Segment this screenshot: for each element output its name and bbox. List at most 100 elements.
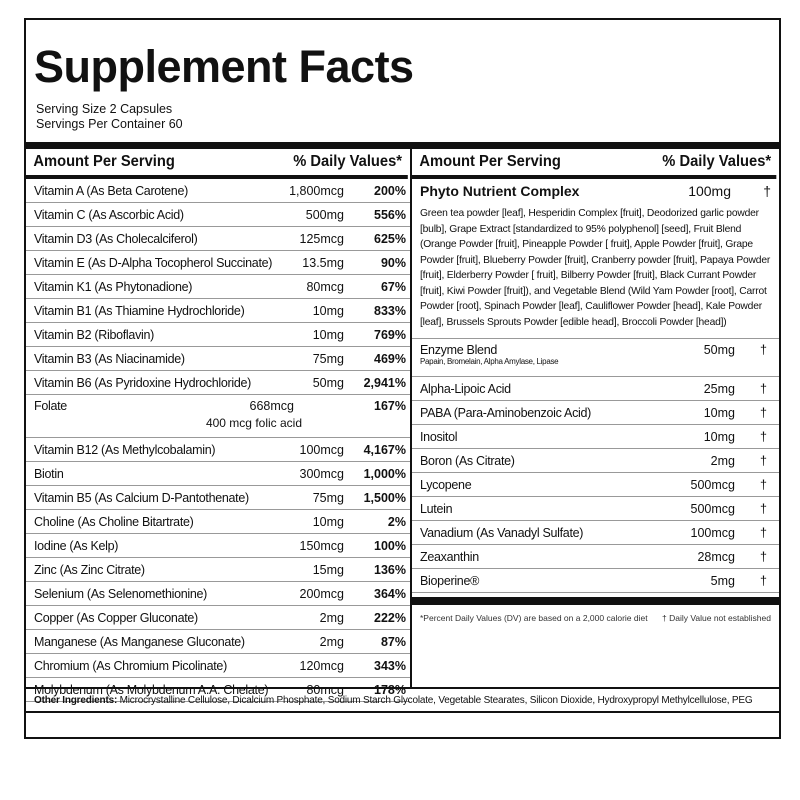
nutrient-row: Inositol 10mg † bbox=[412, 425, 779, 449]
nutrient-amount: 100mcg bbox=[690, 525, 735, 540]
nutrient-dv: † bbox=[763, 183, 771, 199]
enzyme-sub: Papain, Bromelain, Alpha Amylase, Lipase bbox=[420, 357, 559, 366]
nutrient-row: Alpha-Lipoic Acid 25mg † bbox=[412, 377, 779, 401]
nutrient-name: Enzyme Blend bbox=[420, 343, 497, 357]
nutrient-row: Vanadium (As Vanadyl Sulfate) 100mcg † bbox=[412, 521, 779, 545]
nutrient-row: Vitamin D3 (As Cholecalciferol) 125mcg 625… bbox=[26, 227, 410, 251]
nutrient-name: Vitamin B5 (As Calcium D-Pantothenate) bbox=[34, 490, 249, 505]
nutrient-dv: † bbox=[760, 405, 767, 420]
nutrient-name: Zinc (As Zinc Citrate) bbox=[34, 562, 145, 577]
nutrient-name: Zeaxanthin bbox=[420, 549, 479, 564]
nutrient-row: Copper (As Copper Gluconate) 2mg 222% bbox=[26, 606, 410, 630]
nutrient-row: Biotin 300mcg 1,000% bbox=[26, 462, 410, 486]
nutrient-row: Vitamin B3 (As Niacinamide) 75mg 469% bbox=[26, 347, 410, 371]
nutrient-amount: 28mcg bbox=[697, 549, 735, 564]
nutrient-dv: 4,167% bbox=[363, 442, 406, 457]
nutrient-name: Vitamin B3 (As Niacinamide) bbox=[34, 351, 185, 366]
nutrient-row: Zeaxanthin 28mcg † bbox=[412, 545, 779, 569]
nutrient-row: Vitamin C (As Ascorbic Acid) 500mg 556% bbox=[26, 203, 410, 227]
nutrient-amount: 10mg bbox=[312, 327, 344, 342]
nutrient-row: Vitamin K1 (As Phytonadione) 80mcg 67% bbox=[26, 275, 410, 299]
amount-header: Amount Per Serving bbox=[33, 153, 175, 170]
nutrient-name: Vitamin E (As D-Alpha Tocopherol Succina… bbox=[34, 255, 273, 270]
nutrient-dv: 167% bbox=[374, 399, 406, 413]
serving-info: Serving Size 2 Capsules Servings Per Con… bbox=[36, 102, 183, 132]
nutrient-name: Vitamin B2 (Riboflavin) bbox=[34, 327, 155, 342]
nutrient-name: Phyto Nutrient Complex bbox=[420, 183, 580, 199]
nutrient-amount: 2mg bbox=[710, 453, 735, 468]
nutrient-row: Lycopene 500mcg † bbox=[412, 473, 779, 497]
nutrient-name: Copper (As Copper Gluconate) bbox=[34, 610, 198, 625]
divider-bar bbox=[26, 142, 779, 149]
nutrient-dv: 90% bbox=[380, 255, 406, 270]
nutrient-amount: 500mcg bbox=[690, 501, 735, 516]
nutrient-dv: 833% bbox=[374, 303, 406, 318]
nutrient-amount: 13.5mg bbox=[302, 255, 344, 270]
nutrient-amount: 15mg bbox=[312, 562, 344, 577]
nutrient-name: Vitamin D3 (As Cholecalciferol) bbox=[34, 231, 198, 246]
nutrient-name: Choline (As Choline Bitartrate) bbox=[34, 514, 194, 529]
nutrient-row: Vitamin B2 (Riboflavin) 10mg 769% bbox=[26, 323, 410, 347]
nutrient-dv: † bbox=[760, 477, 767, 492]
nutrient-amount: 50mg bbox=[703, 343, 735, 357]
right-column: Amount Per Serving % Daily Values* Phyto… bbox=[412, 149, 779, 687]
nutrient-dv: † bbox=[760, 453, 767, 468]
nutrient-row: Boron (As Citrate) 2mg † bbox=[412, 449, 779, 473]
dv-header: % Daily Values* bbox=[293, 153, 403, 170]
nutrient-dv: 1,000% bbox=[363, 466, 406, 481]
nutrient-amount: 80mcg bbox=[306, 279, 344, 294]
nutrient-dv: 625% bbox=[374, 231, 406, 246]
enzyme-blend-row: Enzyme Blend Papain, Bromelain, Alpha Amy… bbox=[412, 339, 779, 377]
nutrient-row: Vitamin B5 (As Calcium D-Pantothenate) 75… bbox=[26, 486, 410, 510]
nutrient-dv: † bbox=[760, 381, 767, 396]
nutrient-dv: 200% bbox=[374, 183, 406, 198]
nutrient-name: Bioperine® bbox=[420, 573, 480, 588]
nutrient-dv: 469% bbox=[374, 351, 406, 366]
nutrient-row: Lutein 500mcg † bbox=[412, 497, 779, 521]
footnote-dv: *Percent Daily Values (DV) are based on … bbox=[420, 613, 648, 623]
left-column: Amount Per Serving % Daily Values* Vitam… bbox=[26, 149, 412, 702]
nutrient-dv: 343% bbox=[374, 658, 406, 673]
nutrient-amount: 2mg bbox=[319, 634, 344, 649]
nutrient-amount: 500mg bbox=[305, 207, 344, 222]
nutrient-row: Chromium (As Chromium Picolinate) 120mcg 3… bbox=[26, 654, 410, 678]
nutrient-row: Manganese (As Manganese Gluconate) 2mg 87% bbox=[26, 630, 410, 654]
nutrient-dv: † bbox=[760, 343, 767, 357]
nutrient-amount: 300mcg bbox=[299, 466, 344, 481]
other-ingredients-label: Other Ingredients: bbox=[34, 695, 118, 706]
nutrient-name: Lycopene bbox=[420, 477, 472, 492]
supplement-facts-panel: Supplement Facts Serving Size 2 Capsules… bbox=[24, 18, 781, 739]
nutrient-amount: 1,800mcg bbox=[289, 183, 344, 198]
nutrient-amount: 25mg bbox=[703, 381, 735, 396]
nutrient-name: Vanadium (As Vanadyl Sulfate) bbox=[420, 525, 584, 540]
nutrient-amount: 500mcg bbox=[690, 477, 735, 492]
phyto-nutrient-complex: Phyto Nutrient Complex 100mg † Green tea… bbox=[412, 179, 779, 339]
nutrient-amount: 200mcg bbox=[299, 586, 344, 601]
other-ingredients-text: Microcrystalline Cellulose, Dicalcium Ph… bbox=[117, 695, 753, 706]
nutrient-amount: 5mg bbox=[710, 573, 735, 588]
nutrient-amount: 10mg bbox=[703, 429, 735, 444]
nutrient-name: Molybdenum (As Molybdenum A.A. Chelate) bbox=[34, 682, 269, 697]
nutrient-row: Iodine (As Kelp) 150mcg 100% bbox=[26, 534, 410, 558]
nutrient-dv: † bbox=[760, 429, 767, 444]
nutrient-name: Chromium (As Chromium Picolinate) bbox=[34, 658, 227, 673]
nutrient-dv: 136% bbox=[374, 562, 406, 577]
nutrient-dv: † bbox=[760, 549, 767, 564]
nutrient-name: Vitamin A (As Beta Carotene) bbox=[34, 183, 188, 198]
nutrient-row: Selenium (As Selenomethionine) 200mcg 364% bbox=[26, 582, 410, 606]
nutrient-row: Vitamin E (As D-Alpha Tocopherol Succina… bbox=[26, 251, 410, 275]
nutrient-dv: 67% bbox=[380, 279, 406, 294]
phyto-description: Green tea powder [leaf], Hesperidin Comp… bbox=[420, 208, 771, 328]
nutrient-row: Bioperine® 5mg † bbox=[412, 569, 779, 593]
nutrient-row: PABA (Para-Aminobenzoic Acid) 10mg † bbox=[412, 401, 779, 425]
nutrient-name: Manganese (As Manganese Gluconate) bbox=[34, 634, 245, 649]
nutrient-name: Biotin bbox=[34, 466, 64, 481]
nutrient-row: Choline (As Choline Bitartrate) 10mg 2% bbox=[26, 510, 410, 534]
nutrient-dv: 1,500% bbox=[363, 490, 406, 505]
nutrient-name: Lutein bbox=[420, 501, 453, 516]
nutrient-name: Selenium (As Selenomethionine) bbox=[34, 586, 208, 601]
nutrient-amount: 120mcg bbox=[299, 658, 344, 673]
nutrient-name: Vitamin B6 (As Pyridoxine Hydrochloride) bbox=[34, 375, 252, 390]
other-ingredients: Other Ingredients: Microcrystalline Cell… bbox=[26, 687, 779, 713]
nutrient-amount: 80mcg bbox=[306, 682, 344, 697]
